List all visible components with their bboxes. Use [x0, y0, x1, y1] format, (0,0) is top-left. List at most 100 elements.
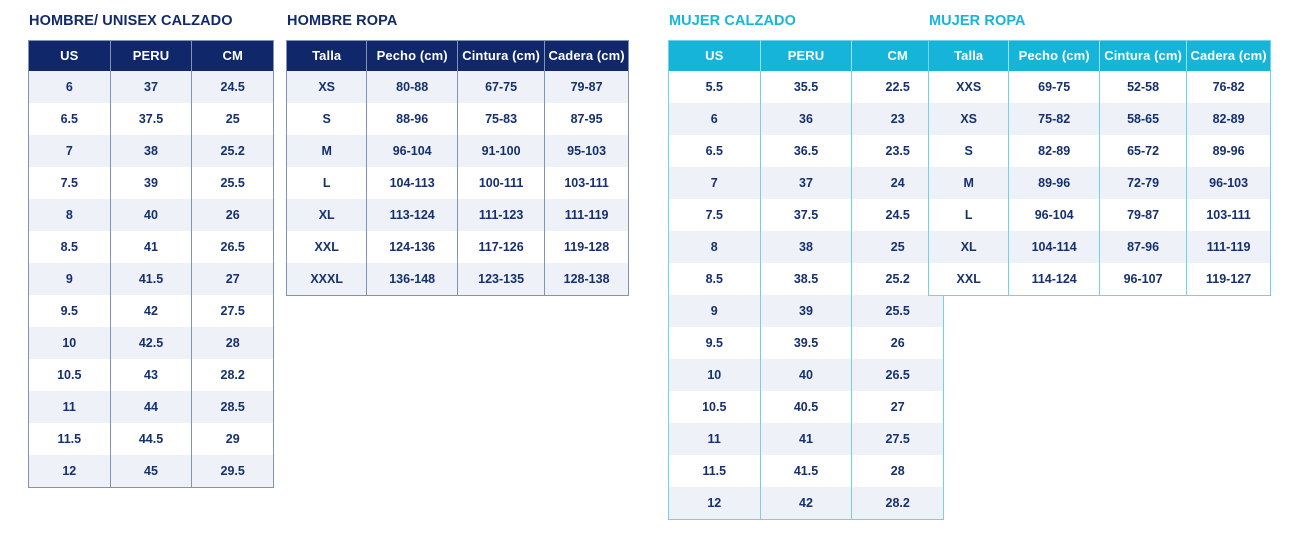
- table-header-hombre-calzado: US PERU CM: [28, 40, 274, 71]
- table-cell-size: 11.5: [668, 454, 761, 487]
- table-cell-value: 43: [110, 358, 193, 391]
- table-cell-size: XS: [286, 70, 368, 103]
- table-cell-value: 40: [110, 198, 193, 231]
- table-cell-value: 72-79: [1099, 166, 1188, 199]
- table-title-mujer-calzado: MUJER CALZADO: [669, 13, 796, 29]
- table-header-hombre-ropa: Talla Pecho (cm) Cintura (cm) Cadera (cm): [286, 40, 629, 71]
- table-cell-value: 103-111: [544, 166, 629, 199]
- table-cell-value: 136-148: [366, 262, 458, 296]
- table-cell-value: 38.5: [760, 262, 853, 295]
- table-cell-size: 10: [668, 358, 761, 391]
- table-cell-value: 26.5: [191, 230, 274, 263]
- table-cell-value: 28: [851, 454, 944, 487]
- table-row: 10 40 26.5: [668, 358, 944, 391]
- table-row: XXL 124-136 117-126 119-128: [286, 230, 629, 263]
- table-cell-value: 27.5: [851, 422, 944, 455]
- table-cell-value: 65-72: [1099, 134, 1188, 167]
- table-row: XS 80-88 67-75 79-87: [286, 70, 629, 103]
- size-table-block-mujer-ropa: MUJER ROPA Talla Pecho (cm) Cintura (cm) Ca…: [928, 13, 1271, 296]
- table-cell-size: 6.5: [28, 102, 111, 135]
- table-cell-size: XXXL: [286, 262, 368, 296]
- table-cell-value: 36.5: [760, 134, 853, 167]
- table-cell-value: 128-138: [544, 262, 629, 296]
- table-body-mujer-calzado: 5.5 35.5 22.5 6 36 23 6.5 36.5 23.5 7 37 24 7.5 37.5 2…: [668, 70, 944, 520]
- table-cell-value: 41.5: [110, 262, 193, 295]
- table-cell-size: 8: [28, 198, 111, 231]
- table-row: XXS 69-75 52-58 76-82: [928, 70, 1271, 103]
- size-table-block-hombre-ropa: HOMBRE ROPA Talla Pecho (cm) Cintura (cm) C…: [286, 13, 629, 296]
- table-row: XXXL 136-148 123-135 128-138: [286, 262, 629, 296]
- column-header-peru: PERU: [760, 40, 853, 71]
- table-cell-size: 7.5: [28, 166, 111, 199]
- table-title-hombre-ropa: HOMBRE ROPA: [287, 13, 398, 29]
- table-row: L 96-104 79-87 103-111: [928, 198, 1271, 231]
- table-cell-value: 96-104: [1008, 198, 1100, 231]
- table-cell-value: 38: [110, 134, 193, 167]
- table-cell-value: 111-123: [457, 198, 546, 231]
- table-cell-value: 45: [110, 454, 193, 488]
- table-cell-value: 26: [191, 198, 274, 231]
- table-row: XS 75-82 58-65 82-89: [928, 102, 1271, 135]
- table-cell-value: 96-103: [1186, 166, 1271, 199]
- table-row: L 104-113 100-111 103-111: [286, 166, 629, 199]
- table-cell-value: 26.5: [851, 358, 944, 391]
- table-body-mujer-ropa: XXS 69-75 52-58 76-82 XS 75-82 58-65 82-89 S 82-8…: [928, 70, 1271, 296]
- table-cell-value: 29.5: [191, 454, 274, 488]
- table-cell-size: XXL: [286, 230, 368, 263]
- table-cell-value: 24.5: [191, 70, 274, 103]
- table-row: 8.5 38.5 25.2: [668, 262, 944, 295]
- table-row: 6.5 36.5 23.5: [668, 134, 944, 167]
- table-cell-value: 58-65: [1099, 102, 1188, 135]
- table-cell-value: 124-136: [366, 230, 458, 263]
- table-row: 11 44 28.5: [28, 390, 274, 423]
- table-cell-value: 42.5: [110, 326, 193, 359]
- table-row: 7.5 37.5 24.5: [668, 198, 944, 231]
- table-cell-size: L: [928, 198, 1010, 231]
- table-row: 8 40 26: [28, 198, 274, 231]
- table-cell-size: 9.5: [668, 326, 761, 359]
- table-cell-value: 40.5: [760, 390, 853, 423]
- table-body-hombre-calzado: 6 37 24.5 6.5 37.5 25 7 38 25.2 7.5 39 25.5 8 40 26 8.5…: [28, 70, 274, 488]
- table-cell-value: 119-128: [544, 230, 629, 263]
- table-cell-value: 82-89: [1186, 102, 1271, 135]
- table-row: 8 38 25: [668, 230, 944, 263]
- table-cell-value: 82-89: [1008, 134, 1100, 167]
- table-row: 6 37 24.5: [28, 70, 274, 103]
- table-cell-value: 25: [191, 102, 274, 135]
- table-cell-value: 25.5: [851, 294, 944, 327]
- table-cell-size: 12: [668, 486, 761, 520]
- table-body-hombre-ropa: XS 80-88 67-75 79-87 S 88-96 75-83 87-95 M 96-104…: [286, 70, 629, 296]
- table-cell-size: XS: [928, 102, 1010, 135]
- table-cell-size: 9.5: [28, 294, 111, 327]
- table-row: 10 42.5 28: [28, 326, 274, 359]
- table-row: S 82-89 65-72 89-96: [928, 134, 1271, 167]
- table-row: 9 39 25.5: [668, 294, 944, 327]
- table-cell-value: 111-119: [1186, 230, 1271, 263]
- table-row: 9.5 42 27.5: [28, 294, 274, 327]
- table-cell-value: 96-107: [1099, 262, 1188, 296]
- table-row: 5.5 35.5 22.5: [668, 70, 944, 103]
- table-header-row: Talla Pecho (cm) Cintura (cm) Cadera (cm): [286, 40, 629, 71]
- size-table-hombre-calzado: US PERU CM 6 37 24.5 6.5 37.5 25 7 38 25.2 7.5 39 25.…: [28, 39, 274, 488]
- table-cell-value: 35.5: [760, 70, 853, 103]
- table-cell-value: 87-95: [544, 102, 629, 135]
- table-cell-size: 8: [668, 230, 761, 263]
- size-table-hombre-ropa: Talla Pecho (cm) Cintura (cm) Cadera (cm) X…: [286, 39, 629, 296]
- table-cell-size: XL: [928, 230, 1010, 263]
- table-header-row: Talla Pecho (cm) Cintura (cm) Cadera (cm): [928, 40, 1271, 71]
- table-header-mujer-calzado: US PERU CM: [668, 40, 944, 71]
- column-header-talla: Talla: [928, 40, 1010, 71]
- table-cell-value: 28.2: [851, 486, 944, 520]
- table-cell-value: 119-127: [1186, 262, 1271, 296]
- table-row: M 89-96 72-79 96-103: [928, 166, 1271, 199]
- table-cell-size: S: [928, 134, 1010, 167]
- table-cell-size: 11: [668, 422, 761, 455]
- table-title-hombre-calzado: HOMBRE/ UNISEX CALZADO: [29, 13, 233, 29]
- table-cell-value: 27.5: [191, 294, 274, 327]
- table-row: 9.5 39.5 26: [668, 326, 944, 359]
- table-cell-value: 27: [851, 390, 944, 423]
- size-table-mujer-calzado: US PERU CM 5.5 35.5 22.5 6 36 23 6.5 36.5 23.5 7 37 2…: [668, 39, 944, 520]
- table-cell-size: XXL: [928, 262, 1010, 296]
- table-header-mujer-ropa: Talla Pecho (cm) Cintura (cm) Cadera (cm): [928, 40, 1271, 71]
